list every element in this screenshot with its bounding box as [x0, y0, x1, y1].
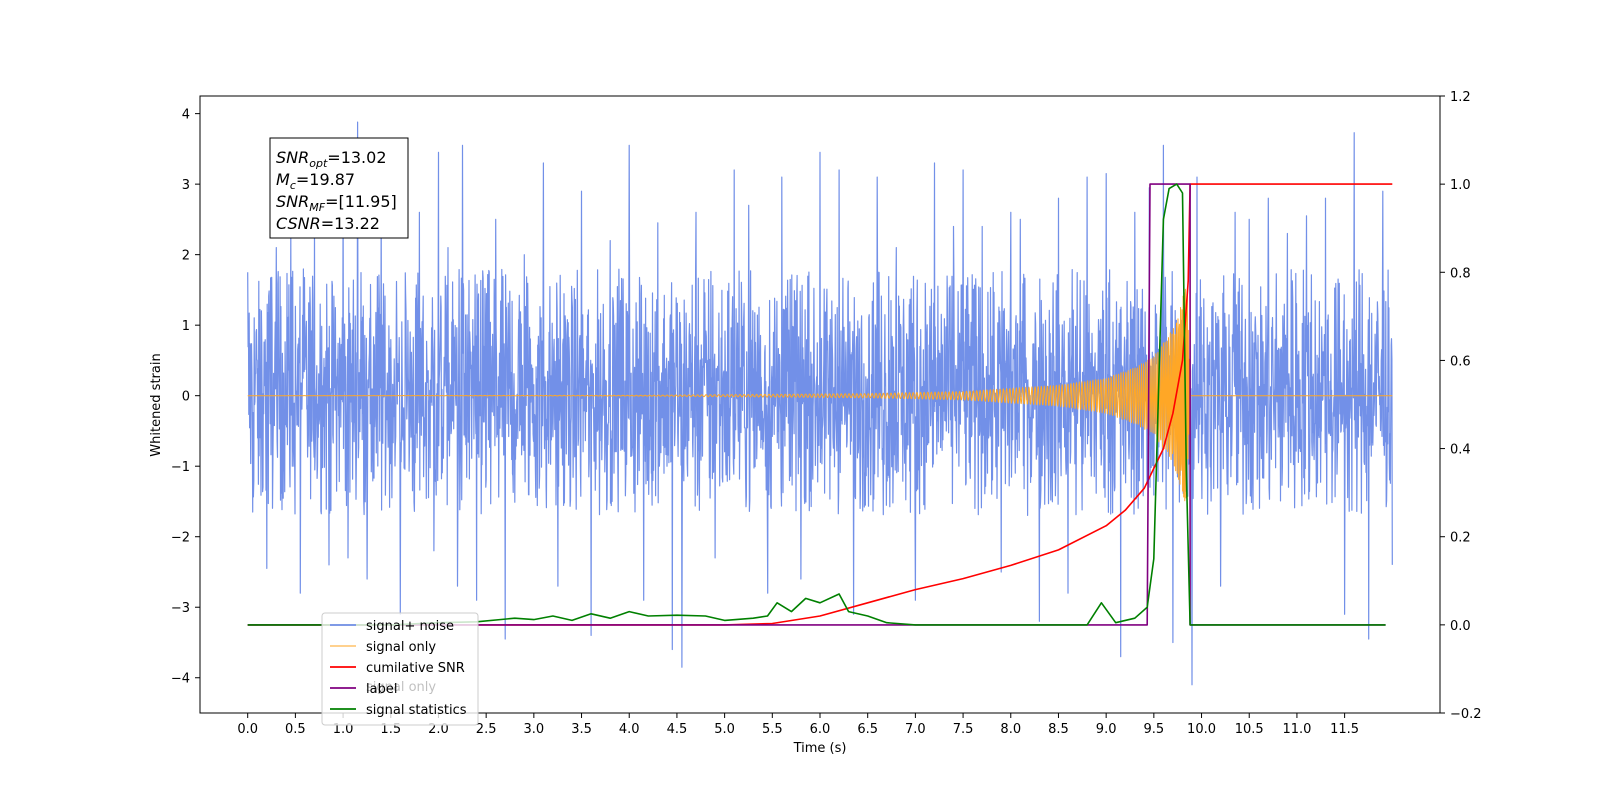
x-tick-label: 5.5	[762, 722, 783, 737]
series-cumilative-snr-line	[247, 183, 1393, 626]
x-tick-label: 6.5	[857, 722, 878, 737]
x-tick-label: 0.0	[237, 722, 258, 737]
y-tick-label: −1	[171, 460, 190, 475]
annotation-symbol: CSNR	[276, 214, 321, 233]
y-tick-label: 0	[182, 390, 190, 405]
y-tick-label: −4	[171, 672, 190, 687]
legend-entry-label: signal statistics	[366, 703, 467, 718]
x-tick-label: 8.0	[1000, 722, 1021, 737]
legend-frame	[321, 612, 479, 726]
y-tick-label: −2	[171, 531, 190, 546]
annotation-value: =13.22	[321, 214, 380, 233]
annotation-symbol: SNR	[276, 192, 309, 211]
annotation-line: SNRopt=13.02	[276, 148, 387, 170]
x-tick-label: 11.0	[1282, 722, 1311, 737]
y-tick-label: 3	[182, 178, 190, 193]
y2-tick-label: 0.2	[1450, 531, 1471, 546]
x-axis-label: Time (s)	[793, 741, 847, 756]
x-tick-label: 9.5	[1144, 722, 1165, 737]
y-tick-label: 1	[182, 319, 190, 334]
x-tick-label: 3.0	[524, 722, 545, 737]
x-tick-label: 4.0	[619, 722, 640, 737]
x-tick-label: 2.0	[428, 722, 449, 737]
y2-tick-label: 0.4	[1450, 443, 1471, 458]
legend-entry-label: label	[366, 682, 397, 697]
y-tick-label: −3	[171, 601, 190, 616]
x-tick-label: 10.5	[1235, 722, 1264, 737]
y-axis-label: Whitened strain	[149, 353, 164, 456]
x-tick-label: 4.5	[667, 722, 688, 737]
annotation-subscript: c	[290, 179, 296, 192]
annotation-subscript: MF	[309, 201, 325, 214]
x-tick-label: 5.0	[714, 722, 735, 737]
legend-entry-label: signal only	[366, 640, 436, 655]
y2-tick-label: 1.2	[1450, 90, 1471, 105]
legend-ghost-text: signal only	[366, 680, 436, 695]
y-tick-label: 4	[182, 108, 190, 123]
plot-layer	[247, 121, 1393, 686]
x-tick-label: 11.5	[1330, 722, 1359, 737]
y2-tick-label: 0.6	[1450, 354, 1471, 369]
x-tick-label: 6.0	[810, 722, 831, 737]
annotation-subscript: opt	[309, 157, 328, 170]
annotation-line: Mc=19.87	[276, 170, 355, 192]
annotation-value: =13.02	[327, 148, 386, 167]
annotation-line: SNRMF=[11.95]	[276, 192, 397, 214]
x-tick-label: 1.0	[333, 722, 354, 737]
x-tick-label: 2.5	[476, 722, 497, 737]
legend-entry-label: signal+ noise	[366, 619, 454, 634]
x-tick-label: 8.5	[1048, 722, 1069, 737]
annotation-value: =19.87	[296, 170, 355, 189]
y2-tick-label: 0.8	[1450, 266, 1471, 281]
series-signal-noise-line	[247, 121, 1393, 686]
series-signal-statistics-line	[247, 183, 1386, 626]
x-tick-label: 7.5	[953, 722, 974, 737]
annotation-symbol: M	[276, 170, 290, 189]
x-tick-label: 9.0	[1096, 722, 1117, 737]
legend-entry-label: cumilative SNR	[366, 661, 465, 676]
x-tick-label: 1.5	[380, 722, 401, 737]
series-signal-only-line	[247, 288, 1393, 502]
x-tick-label: 7.0	[905, 722, 926, 737]
y-tick-label: 2	[182, 249, 190, 264]
x-tick-label: 3.5	[571, 722, 592, 737]
y2-tick-label: 1.0	[1450, 178, 1471, 193]
annotation-value: =[11.95]	[325, 192, 397, 211]
y2-tick-label: 0.0	[1450, 619, 1471, 634]
annotation-line: CSNR=13.22	[276, 214, 380, 233]
annotation-symbol: SNR	[276, 148, 309, 167]
x-tick-label: 10.0	[1187, 722, 1216, 737]
annotation-box: SNRopt=13.02Mc=19.87SNRMF=[11.95]CSNR=13…	[269, 137, 409, 239]
axes-layer: 0.0 0.5 1.0 1.5 2.0 2.5 3.0 3.5 4.0 4.5 5.0 5.5 6.0 6…	[171, 90, 1482, 737]
y2-tick-label: −0.2	[1450, 707, 1482, 722]
annotation-frame	[269, 137, 409, 239]
x-tick-label: 0.5	[285, 722, 306, 737]
legend: signal only signal+ noise signal only cumil…	[321, 612, 479, 726]
